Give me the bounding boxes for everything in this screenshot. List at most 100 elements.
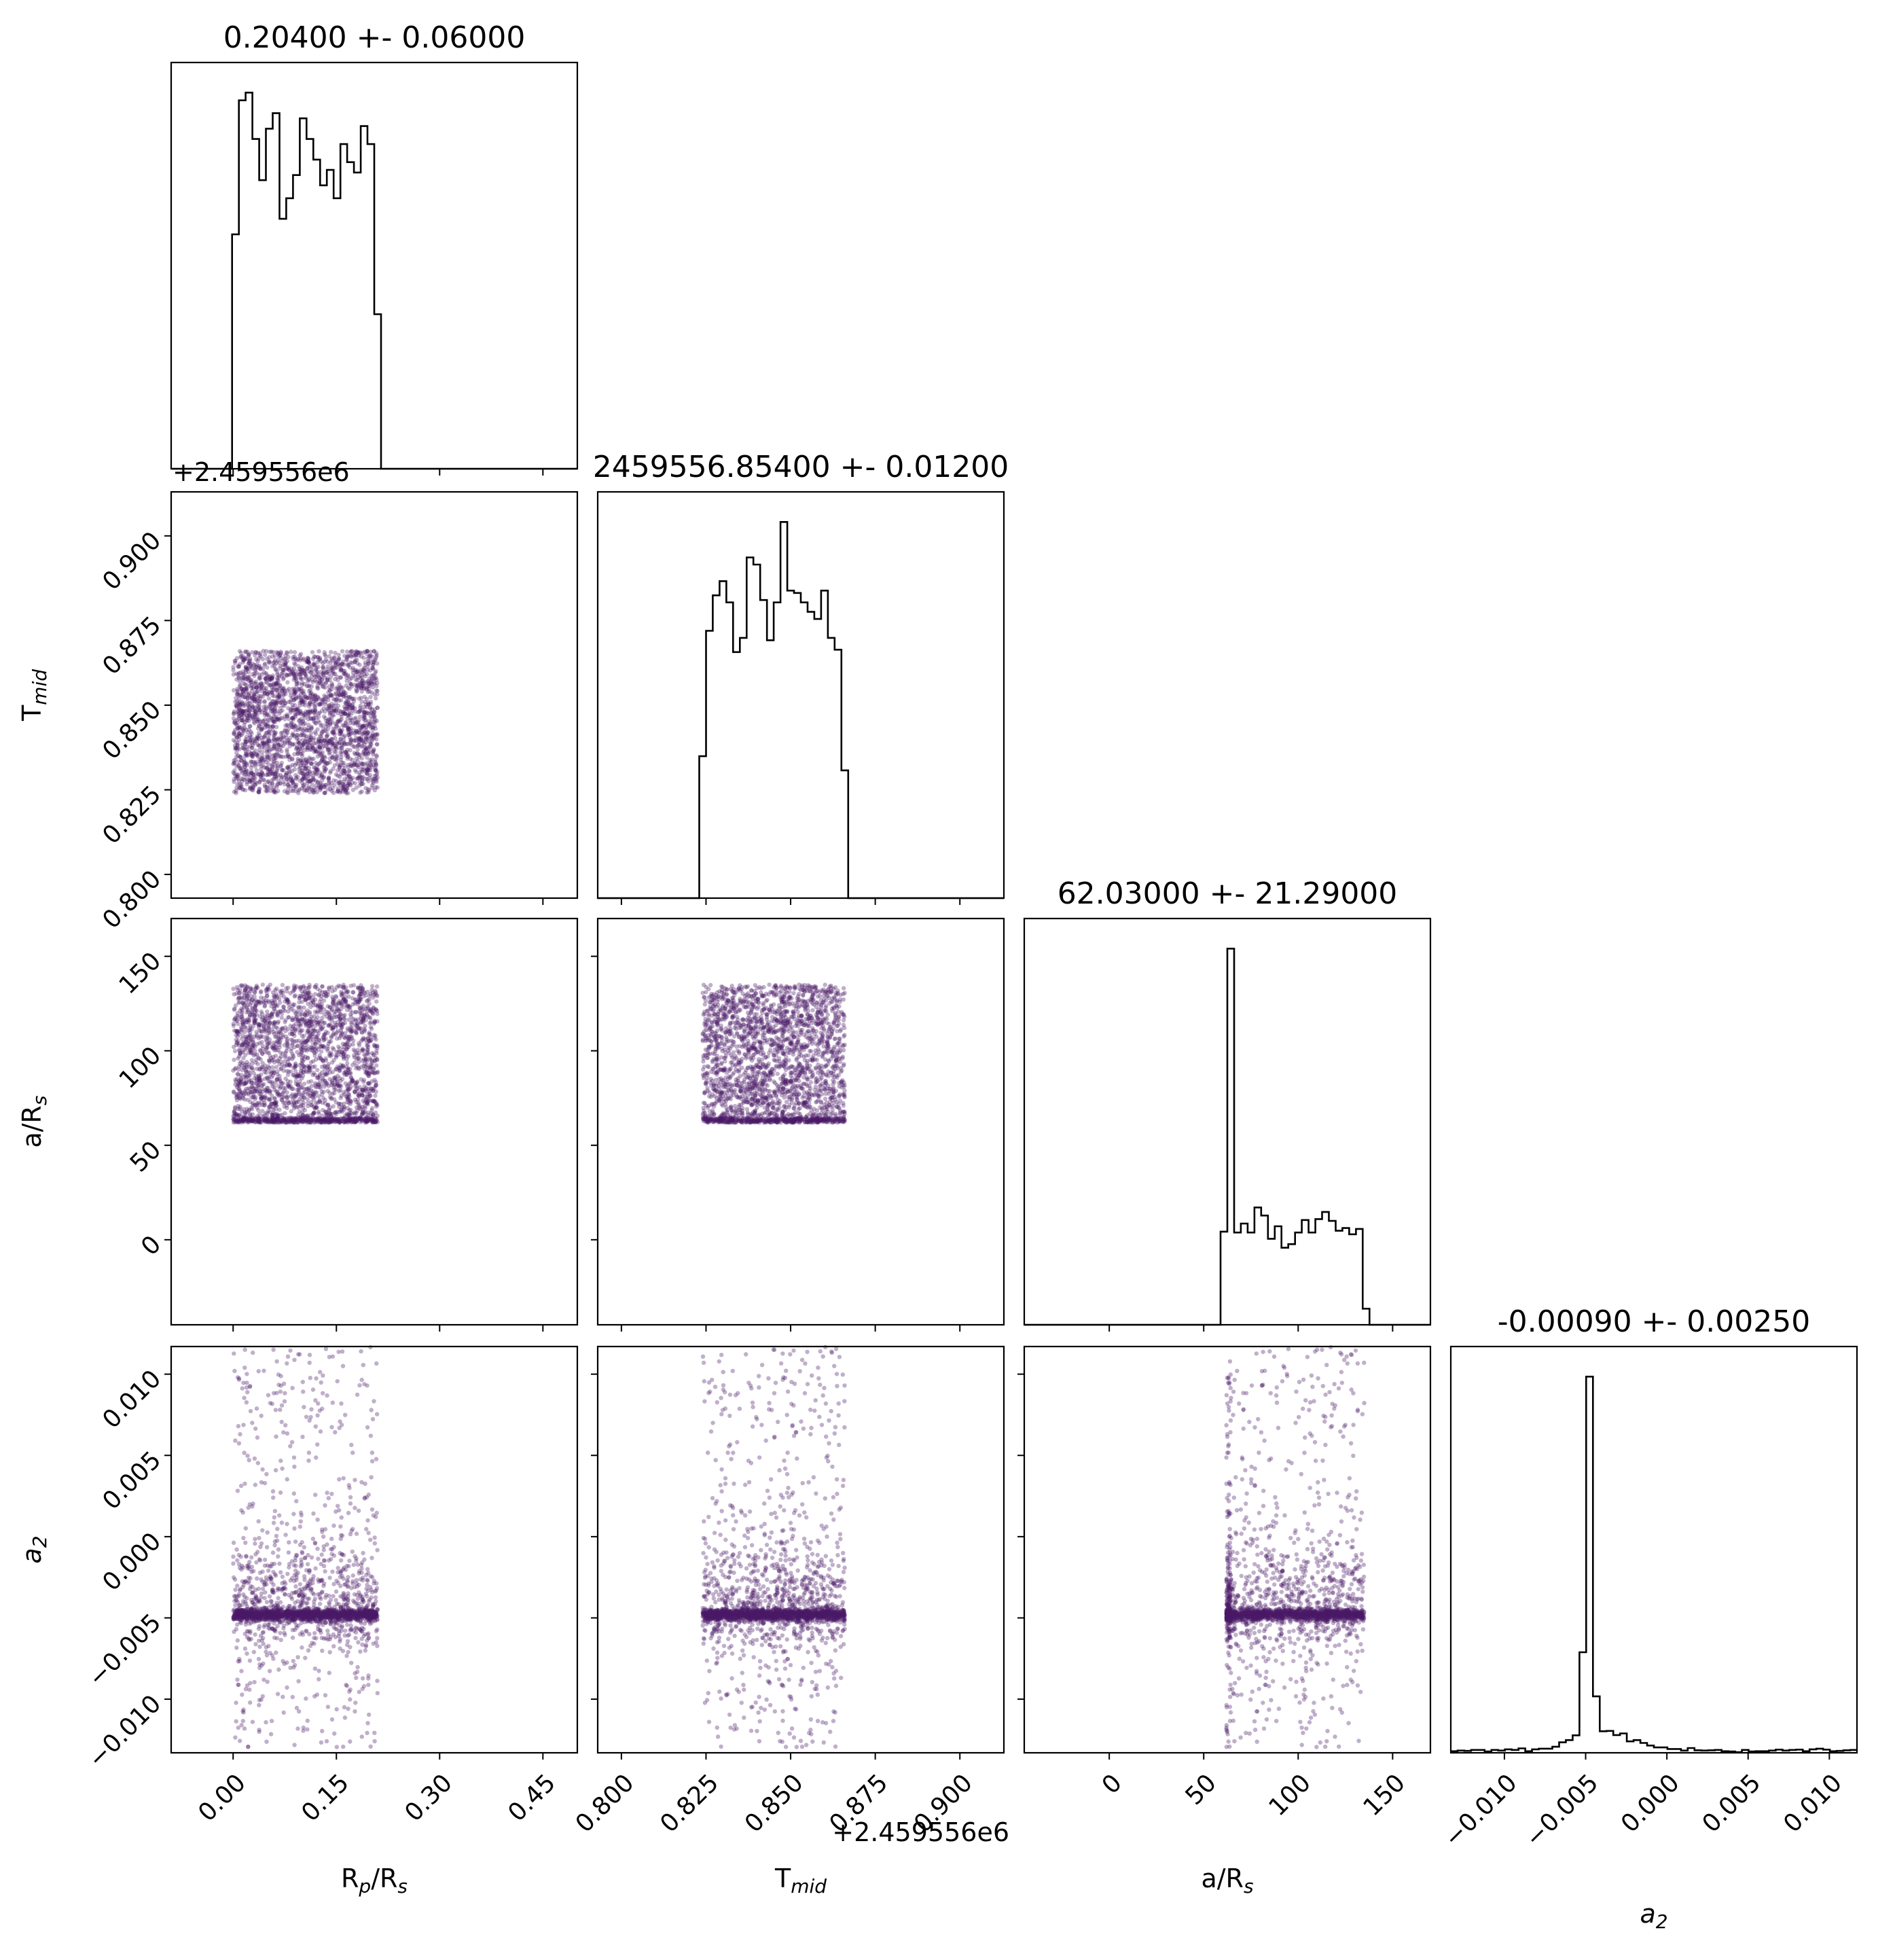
scatter-point	[338, 729, 344, 734]
scatter-point	[280, 768, 285, 773]
scatter-point	[237, 684, 242, 689]
scatter-point	[257, 747, 262, 752]
scatter-point	[273, 790, 278, 795]
scatter-point	[278, 734, 283, 740]
scatter-point	[258, 1089, 263, 1094]
scatter-point	[337, 656, 342, 662]
scatter-point	[259, 770, 265, 775]
scatter-point	[234, 1029, 239, 1034]
scatter-point	[271, 698, 276, 704]
scatter-point	[252, 698, 257, 703]
scatter-point	[331, 708, 337, 713]
scatter-point	[339, 667, 344, 673]
scatter-point	[234, 747, 240, 752]
scatter-point	[234, 788, 238, 794]
scatter-point	[348, 1014, 354, 1019]
scatter-point	[260, 760, 265, 764]
scatter-point	[267, 655, 272, 660]
scatter-point	[251, 750, 257, 755]
scatter-point	[302, 669, 307, 674]
scatter-point	[236, 711, 242, 715]
scatter-point	[301, 773, 306, 778]
scatter-point	[274, 986, 279, 991]
scatter-point	[235, 692, 240, 696]
scatter-point	[275, 677, 280, 682]
scatter-point	[244, 734, 249, 739]
scatter-point	[256, 789, 261, 794]
scatter-point	[329, 681, 334, 686]
scatter-point	[289, 776, 293, 781]
scatter-point	[313, 731, 319, 736]
scatter-point	[255, 719, 260, 724]
scatter-point	[315, 1033, 320, 1039]
scatter-point	[238, 785, 242, 791]
scatter-point	[244, 768, 249, 772]
scatter-point	[310, 677, 315, 683]
scatter-point	[367, 661, 372, 666]
scatter-point	[264, 721, 268, 727]
scatter-point	[325, 748, 330, 753]
scatter-point	[320, 683, 325, 689]
scatter-point	[281, 775, 287, 780]
scatter-point	[234, 677, 239, 682]
scatter-point	[239, 715, 245, 720]
scatter-point	[305, 740, 310, 745]
scatter-point	[330, 1060, 335, 1065]
scatter-point	[231, 1044, 236, 1050]
scatter-point	[267, 781, 272, 786]
scatter-point	[312, 694, 317, 698]
scatter-point	[356, 709, 361, 715]
scatter-point	[278, 736, 283, 742]
scatter-point	[348, 777, 353, 782]
scatter-point	[360, 681, 365, 686]
scatter-point	[338, 709, 344, 714]
scatter-point	[315, 768, 320, 773]
scatter-point	[369, 733, 375, 738]
scatter-point	[276, 716, 281, 721]
scatter-point	[362, 723, 367, 728]
scatter-point	[357, 714, 363, 719]
scatter-point	[249, 769, 254, 774]
scatter-point	[289, 1109, 293, 1114]
scatter-point	[287, 699, 291, 705]
scatter-point	[359, 983, 363, 988]
scatter-point	[342, 1092, 347, 1097]
scatter-point	[265, 721, 270, 727]
scatter-point	[294, 707, 300, 712]
scatter-point	[281, 662, 285, 667]
scatter-point	[357, 685, 361, 690]
scatter-point	[320, 984, 325, 988]
scatter-point	[348, 732, 353, 736]
scatter-point	[331, 766, 336, 771]
scatter-point	[342, 733, 347, 738]
scatter-point	[293, 772, 298, 778]
scatter-point	[231, 664, 236, 670]
scatter-point	[335, 753, 340, 758]
scatter-point	[312, 1111, 317, 1116]
scatter-point	[240, 700, 245, 705]
scatter-point	[247, 1018, 252, 1023]
scatter-point	[339, 755, 344, 760]
y-tick-label: 0.800	[97, 865, 166, 934]
scatter-point	[240, 711, 245, 715]
scatter-point	[292, 661, 297, 666]
scatter-point	[367, 744, 372, 749]
scatter-point	[359, 736, 363, 741]
scatter-point	[318, 781, 323, 786]
scatter-point	[240, 686, 245, 692]
scatter-point	[298, 1005, 303, 1010]
scatter-point	[336, 1006, 340, 1011]
scatter-point	[257, 672, 261, 677]
scatter-point	[363, 736, 369, 741]
scatter-point	[257, 675, 262, 680]
scatter-point	[372, 660, 376, 664]
scatter-point	[348, 717, 353, 723]
scatter-point	[346, 708, 351, 713]
scatter-point	[323, 783, 328, 788]
scatter-point	[326, 781, 331, 786]
scatter-point	[341, 694, 346, 698]
scatter-point	[358, 705, 363, 711]
scatter-point	[338, 774, 342, 779]
scatter-point	[346, 654, 350, 659]
scatter-point	[297, 779, 302, 783]
